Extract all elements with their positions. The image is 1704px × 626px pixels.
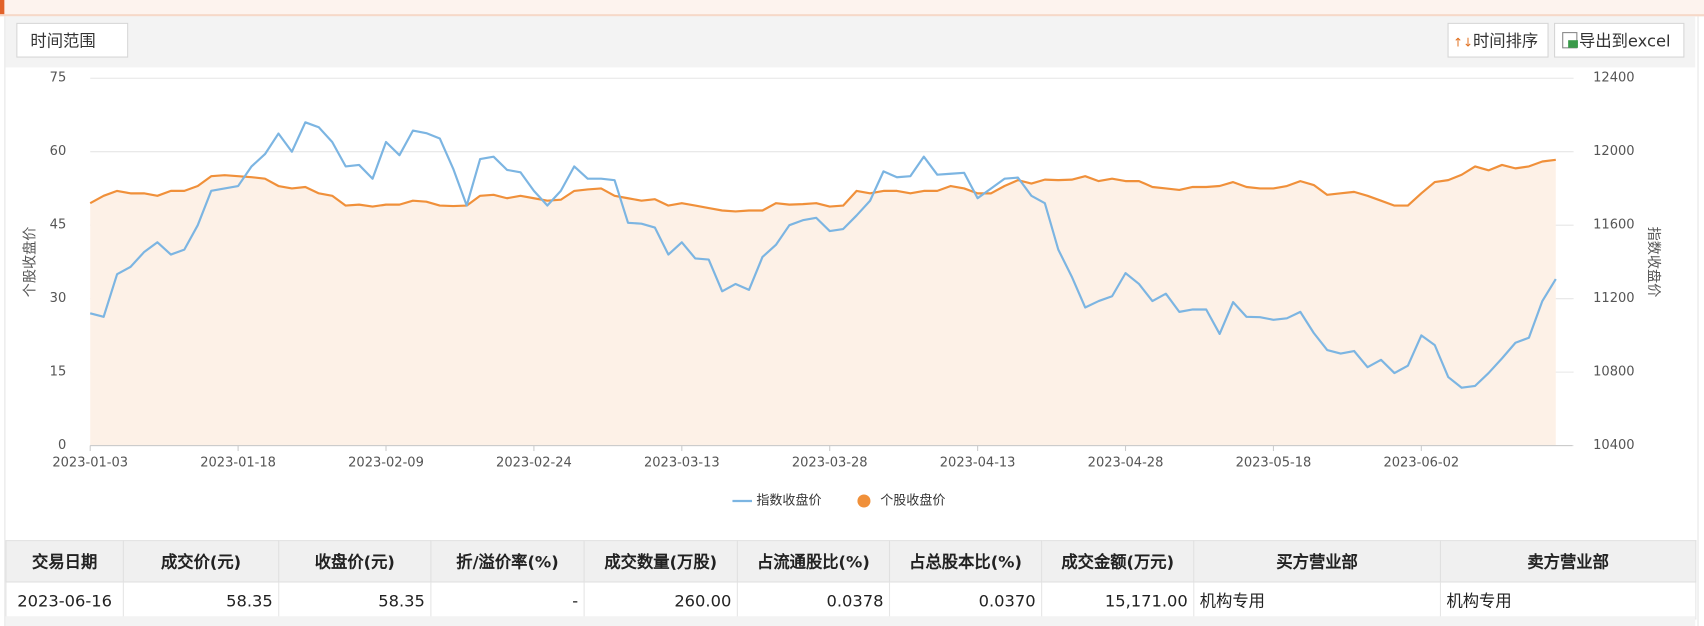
- time-sort-button[interactable]: ↑↓时间排序: [1447, 22, 1549, 58]
- column-header: 收盘价(元): [278, 540, 432, 583]
- x-tick-label: 2023-01-03: [52, 455, 128, 470]
- y2-tick-label: 11200: [1593, 291, 1634, 306]
- column-header: 买方营业部: [1193, 540, 1442, 583]
- table-cell: 58.35: [278, 581, 432, 620]
- column-header: 成交数量(万股): [583, 540, 738, 583]
- y-tick-label: 30: [50, 291, 67, 306]
- x-tick-label: 2023-05-18: [1236, 455, 1312, 470]
- export-button[interactable]: 导出到excel: [1554, 22, 1685, 58]
- trade-table: 交易日期 成交价(元) 收盘价(元) 折/溢价率(%) 成交数量(万股) 占流通股比(%)…: [5, 540, 1697, 620]
- table-cell: 0.0370: [888, 581, 1043, 620]
- y-tick-label: 60: [50, 144, 67, 159]
- x-tick-label: 2023-03-13: [644, 455, 720, 470]
- x-tick-label: 2023-04-13: [940, 455, 1016, 470]
- table-cell: 机构专用: [1193, 581, 1442, 620]
- next-row: [5, 616, 1696, 626]
- time-range-button[interactable]: 时间范围: [16, 22, 129, 58]
- table-cell: 15,171.00: [1041, 581, 1195, 620]
- y2-tick-label: 12000: [1593, 144, 1634, 159]
- table-header: 交易日期 成交价(元) 收盘价(元) 折/溢价率(%) 成交数量(万股) 占流通股比(%)…: [5, 540, 1697, 583]
- chart: 0 15 30 45 60 75 10400 10800 11200 11600 12000 1240…: [21, 71, 1662, 509]
- table-cell: 0.0378: [736, 581, 891, 620]
- x-tick-label: 2023-03-28: [792, 455, 868, 470]
- y-axis-title: 个股收盘价: [21, 227, 38, 298]
- column-header: 占流通股比(%): [736, 540, 891, 583]
- y2-tick-label: 10400: [1593, 438, 1634, 453]
- export-label: 导出到excel: [1579, 31, 1671, 52]
- table-cell: 58.35: [122, 581, 280, 620]
- y2-axis-title: 指数收盘价: [1645, 227, 1662, 298]
- legend-label: 个股收盘价: [880, 493, 945, 509]
- y-tick-label: 75: [50, 71, 67, 86]
- section-header: [0, 0, 1704, 17]
- table-cell: 2023-06-16: [5, 581, 124, 620]
- column-header: 成交价(元): [122, 540, 280, 583]
- sort-icon: ↑↓: [1452, 35, 1473, 50]
- x-tick-label: 2023-01-18: [200, 455, 276, 470]
- series-line: [89, 121, 1557, 389]
- column-header: 卖方营业部: [1439, 540, 1697, 583]
- series-area: [90, 159, 1556, 446]
- column-header: 折/溢价率(%): [430, 540, 585, 583]
- table-body: 2023-06-16 58.35 58.35-260.00 0.0378 0.0370 1…: [5, 581, 1697, 620]
- x-tick-label: 2023-04-28: [1088, 455, 1164, 470]
- column-header: 成交金额(万元): [1041, 540, 1195, 583]
- column-header: 交易日期: [5, 540, 124, 583]
- sort-label: 时间排序: [1472, 31, 1539, 52]
- x-tick-label: 2023-02-24: [496, 455, 572, 470]
- y-tick-label: 45: [50, 218, 67, 233]
- series-line: [89, 158, 1556, 213]
- table-cell: 260.00: [583, 581, 738, 620]
- legend-label: 指数收盘价: [756, 493, 821, 509]
- table-cell: -: [430, 581, 585, 620]
- table-cell: 机构专用: [1439, 581, 1697, 620]
- y-tick-label: 15: [50, 365, 67, 380]
- table-row: 2023-06-16 58.35 58.35-260.00 0.0378 0.0370 1…: [5, 581, 1697, 620]
- legend-item: 个股收盘价: [857, 493, 945, 509]
- y2-tick-label: 11600: [1593, 218, 1634, 233]
- toolbar: 时间范围 ↑↓时间排序 导出到excel: [5, 16, 1696, 68]
- y-tick-label: 0: [58, 438, 66, 453]
- y2-tick-label: 10800: [1593, 365, 1634, 380]
- column-header: 占总股本比(%): [888, 540, 1043, 583]
- x-tick-label: 2023-06-02: [1383, 455, 1459, 470]
- header-mark: [0, 0, 5, 15]
- excel-icon: [1562, 32, 1578, 49]
- x-tick-label: 2023-02-09: [348, 455, 424, 470]
- legend-item: 指数收盘价: [732, 493, 822, 509]
- y2-tick-label: 12400: [1593, 71, 1634, 86]
- panel-frame: [4, 16, 1699, 626]
- legend-symbol: [857, 494, 871, 508]
